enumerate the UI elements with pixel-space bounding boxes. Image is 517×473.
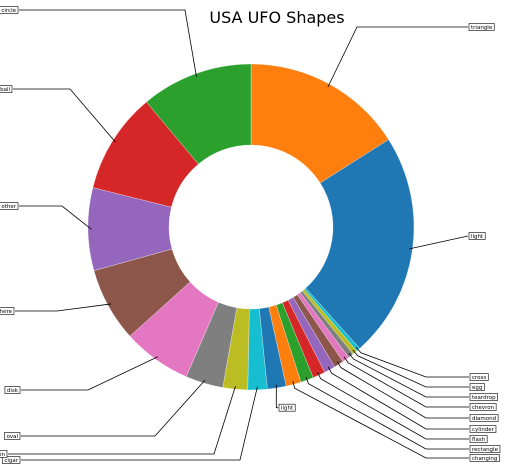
slice-label-light-2: light [278, 403, 296, 412]
leader-line-diamond [336, 361, 469, 419]
slice-label-text: circle [1, 8, 16, 14]
slice-label-cigar: cigar [2, 456, 21, 464]
slice-label-box [469, 425, 497, 433]
leader-line-egg [352, 349, 469, 388]
leader-line-cigar [21, 386, 258, 461]
leader-line-triangle [327, 26, 468, 88]
slice-label-fireball: fireball [0, 85, 13, 93]
slice-label-cylinder: cylinder [469, 425, 497, 433]
slice-label-text: fireball [0, 87, 10, 93]
slice-label-box [469, 454, 500, 462]
leader-line-teardrop [348, 352, 469, 398]
slice-label-box [0, 307, 15, 315]
slice-label-box [469, 373, 489, 381]
leader-line-fireball [13, 88, 116, 143]
slice-label-box [0, 6, 19, 14]
slice-label-text: changing [472, 456, 497, 462]
slice-label-box [469, 435, 488, 443]
slice-label-disk: disk [4, 386, 21, 394]
slice-label-diamond: diamond [469, 414, 499, 422]
slice-label-light: light [468, 232, 486, 240]
slice-label-box [469, 445, 501, 453]
leader-lines-group [8, 9, 469, 461]
slice-label-text: diamond [472, 416, 496, 422]
slice-label-text: light [281, 406, 294, 412]
slice-label-box [0, 202, 19, 210]
slice-label-text: sphere [0, 309, 13, 315]
slice-label-chevron: chevron [469, 403, 497, 411]
slice-label-egg: egg [469, 383, 485, 391]
slice-label-box [469, 403, 497, 411]
slice-label-text: flash [472, 437, 486, 443]
slice-label-box [2, 456, 21, 464]
slice-label-box [468, 232, 486, 240]
slice-label-box [469, 393, 498, 401]
slice-label-box [468, 23, 495, 31]
slice-label-text: rectangle [472, 447, 499, 453]
slice-label-box [4, 386, 21, 394]
slice-label-box [4, 432, 21, 440]
slice-label-box [0, 85, 13, 93]
slices-group [87, 63, 415, 391]
slice-labels-group: triangle light cross egg teardrop chevron diam… [0, 6, 501, 464]
slice-label-rectangle: rectangle [469, 445, 501, 453]
slice-label-text: disk [7, 388, 19, 394]
leader-line-light-2 [275, 384, 278, 409]
leader-line-chevron [343, 356, 469, 408]
slice-label-changing: changing [469, 454, 500, 462]
leader-line-rectangle [305, 376, 469, 450]
slice-label-text: cylinder [472, 427, 495, 433]
slice-label-oval: oval [4, 432, 21, 440]
slice-label-formation: formation [0, 450, 8, 458]
slice-label-text: egg [472, 385, 482, 391]
leader-line-other [19, 205, 92, 230]
slice-circle [146, 63, 252, 165]
slice-label-text: chevron [472, 405, 495, 411]
slice-label-text: triangle [471, 25, 493, 31]
slice-label-text: teardrop [472, 395, 496, 401]
slice-label-circle: circle [0, 6, 19, 14]
leader-line-circle [19, 9, 197, 77]
slice-label-text: cigar [4, 458, 18, 464]
leader-line-sphere [15, 303, 112, 312]
slice-label-text: light [471, 234, 484, 240]
slice-label-box [0, 450, 8, 458]
slice-label-text: oval [6, 434, 18, 440]
slice-label-text: other [1, 204, 16, 210]
slice-label-text: formation [0, 452, 6, 458]
leader-line-cylinder [327, 366, 469, 430]
leader-line-oval [21, 379, 206, 437]
slice-label-triangle: triangle [468, 23, 495, 31]
slice-triangle [250, 63, 389, 184]
leader-line-disk [21, 356, 158, 391]
slice-label-box [469, 383, 485, 391]
leader-line-light [409, 235, 469, 250]
slice-label-teardrop: teardrop [469, 393, 498, 401]
slice-label-cross: cross [469, 373, 489, 381]
slice-label-other: other [0, 202, 19, 210]
chart-title: USA UFO Shapes [209, 8, 344, 27]
slice-label-text: cross [472, 375, 486, 381]
leader-line-changing [292, 381, 469, 459]
slice-label-box [469, 414, 499, 422]
slice-label-box [278, 403, 296, 412]
leader-line-cross [355, 346, 469, 378]
leader-line-flash [317, 372, 469, 440]
leader-line-formation [8, 385, 236, 455]
slice-label-sphere: sphere [0, 307, 15, 315]
slice-label-flash: flash [469, 435, 488, 443]
